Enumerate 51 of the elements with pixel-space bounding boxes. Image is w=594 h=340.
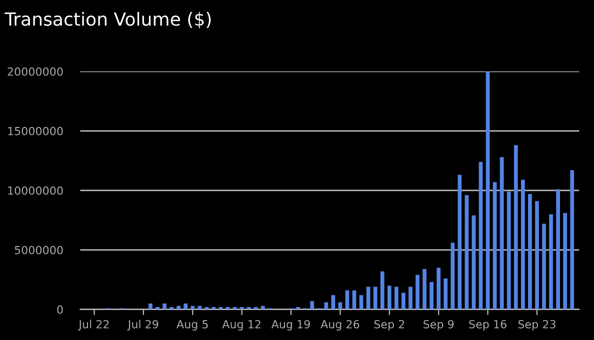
bar: [373, 286, 378, 310]
bar: [422, 268, 426, 310]
bar: [500, 157, 504, 310]
bar: [366, 286, 370, 310]
bar: [436, 268, 441, 310]
bar: [450, 242, 455, 310]
bar: [184, 303, 188, 310]
bar: [148, 303, 152, 310]
bar: [458, 174, 462, 310]
y-tick-label: 20000000: [8, 67, 63, 76]
bar: [464, 195, 469, 310]
bar: [402, 292, 406, 310]
y-tick-label: 10000000: [8, 186, 63, 195]
y-tick-label: 0: [57, 305, 63, 314]
bar: [520, 180, 525, 310]
x-tick-label: Jul 22: [78, 320, 109, 330]
x-tick-label: Aug 19: [271, 320, 310, 331]
y-tick-label: 15000000: [8, 126, 63, 136]
bar: [486, 71, 490, 310]
bar: [549, 214, 553, 310]
bar: [563, 213, 568, 310]
bar: [324, 302, 328, 310]
bar: [162, 303, 166, 310]
bar: [380, 271, 384, 310]
x-tick-label: Sep 9: [424, 320, 454, 331]
bar: [556, 189, 560, 310]
bar: [408, 286, 412, 310]
bar: [444, 278, 448, 310]
chart-title: Transaction Volume ($): [4, 12, 211, 28]
x-tick-label: Sep 23: [518, 320, 556, 331]
x-tick-label: Jul 29: [127, 320, 158, 330]
bar: [528, 194, 532, 310]
bar: [542, 224, 546, 310]
bar: [492, 182, 497, 310]
bar: [472, 215, 476, 310]
x-tick-label: Aug 12: [222, 320, 260, 331]
bar: [506, 192, 511, 310]
x-tick-label: Sep 16: [469, 320, 506, 331]
x-tick-label: Aug 5: [176, 320, 208, 331]
bar: [478, 162, 483, 310]
bar: [535, 201, 539, 310]
bar: [416, 274, 420, 310]
y-tick-label: 5000000: [14, 246, 63, 254]
bar: [514, 145, 518, 310]
bar: [570, 170, 574, 310]
bar: [430, 282, 434, 310]
bar: [387, 286, 392, 310]
x-tick-label: Aug 26: [320, 320, 360, 331]
x-tick-label: Sep 2: [374, 320, 404, 331]
bar: [394, 286, 398, 310]
bar: [310, 301, 314, 310]
